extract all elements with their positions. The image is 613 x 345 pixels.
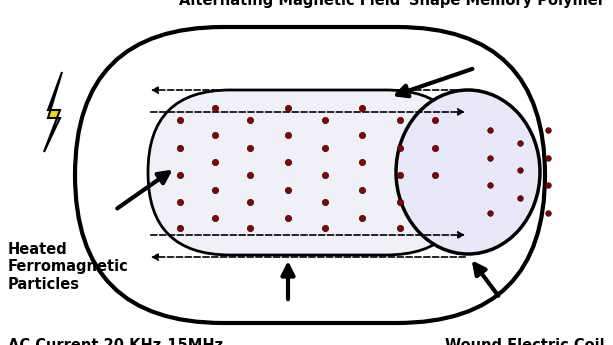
FancyBboxPatch shape <box>148 90 468 255</box>
Text: Heated
Ferromagnetic
Particles: Heated Ferromagnetic Particles <box>8 242 129 292</box>
Ellipse shape <box>396 90 540 254</box>
Text: Shape Memory Polymer: Shape Memory Polymer <box>409 0 605 8</box>
Text: Alternating Magnetic Field: Alternating Magnetic Field <box>180 0 401 8</box>
Polygon shape <box>44 72 62 152</box>
Text: Wound Electric Coil: Wound Electric Coil <box>446 338 605 345</box>
Text: AC Current 20 KHz-15MHz: AC Current 20 KHz-15MHz <box>8 338 223 345</box>
FancyBboxPatch shape <box>75 27 545 323</box>
